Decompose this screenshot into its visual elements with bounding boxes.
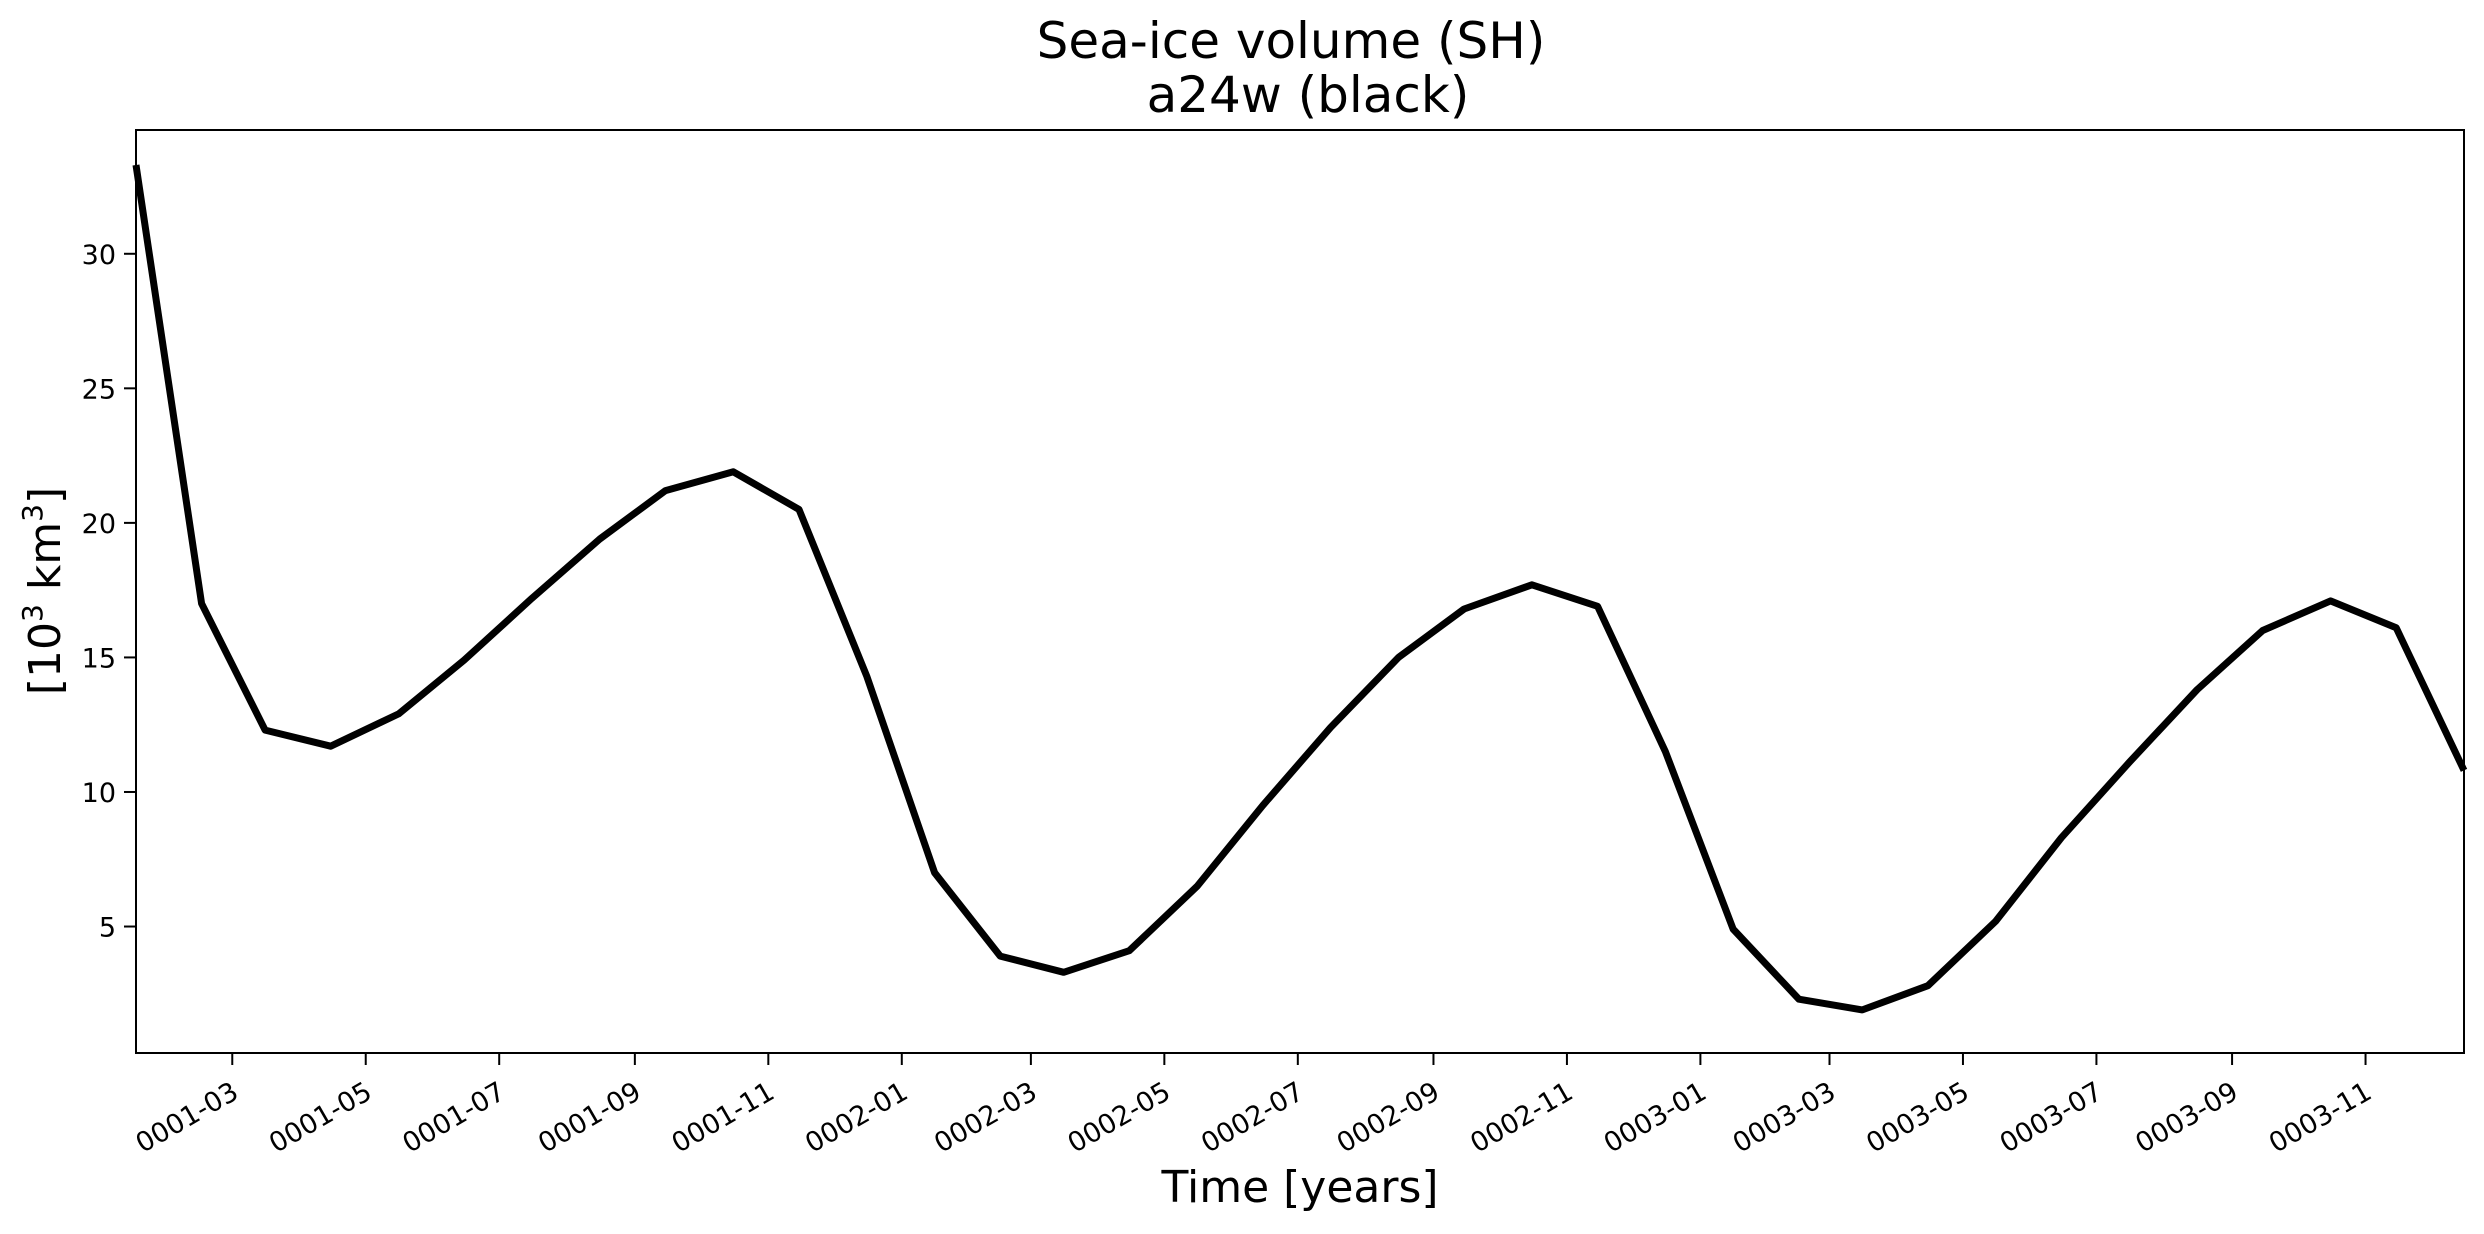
y-tick-label: 30 — [82, 240, 116, 271]
x-axis-label: Time [years] — [1160, 1162, 1438, 1213]
chart-subtitle: a24w (black) — [1147, 66, 1470, 124]
y-tick-label: 5 — [99, 913, 116, 944]
plot-area — [132, 164, 2468, 1014]
y-tick-label: 20 — [82, 509, 116, 540]
series-line — [132, 164, 2468, 1014]
y-tick-label: 10 — [82, 778, 116, 809]
y-tick-label: 15 — [82, 643, 116, 674]
plot-frame — [135, 129, 2465, 1054]
y-axis-label: [103 km3] — [16, 487, 71, 695]
y-tick-label: 25 — [82, 374, 116, 405]
y-axis: 5 10 15 20 25 30 — [82, 240, 136, 944]
chart-title: Sea-ice volume (SH) — [1037, 12, 1546, 70]
